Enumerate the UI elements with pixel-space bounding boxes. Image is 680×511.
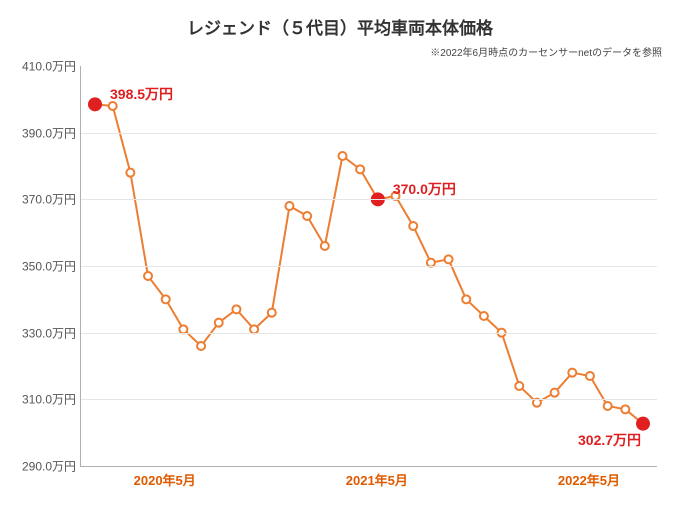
data-point xyxy=(215,319,223,327)
y-tick-label: 370.0万円 xyxy=(22,191,76,208)
x-tick-label: 2020年5月 xyxy=(134,470,196,489)
y-tick-label: 410.0万円 xyxy=(22,58,76,75)
chart-title: レジェンド（５代目）平均車両本体価格 xyxy=(0,14,680,39)
y-tick-label: 390.0万円 xyxy=(22,124,76,141)
data-point xyxy=(604,402,612,410)
data-point xyxy=(621,405,629,413)
data-point xyxy=(409,222,417,230)
data-point xyxy=(356,165,364,173)
data-point xyxy=(197,342,205,350)
highlight-label: 302.7万円 xyxy=(578,430,641,450)
x-tick-label: 2022年5月 xyxy=(558,470,620,489)
data-point xyxy=(445,255,453,263)
highlight-label: 398.5万円 xyxy=(110,84,173,104)
data-point xyxy=(232,305,240,313)
price-line xyxy=(95,104,643,423)
data-point xyxy=(285,202,293,210)
chart-container: レジェンド（５代目）平均車両本体価格 ※2022年6月時点のカーセンサーnetの… xyxy=(0,0,680,511)
data-point xyxy=(126,169,134,177)
data-point xyxy=(480,312,488,320)
data-point xyxy=(303,212,311,220)
highlight-point xyxy=(636,417,650,431)
gridline xyxy=(81,399,657,400)
data-point xyxy=(321,242,329,250)
gridline xyxy=(81,333,657,334)
data-point xyxy=(338,152,346,160)
y-tick-label: 310.0万円 xyxy=(22,391,76,408)
data-point xyxy=(515,382,523,390)
data-point xyxy=(568,369,576,377)
gridline xyxy=(81,133,657,134)
data-point xyxy=(144,272,152,280)
data-point xyxy=(268,309,276,317)
x-tick-label: 2021年5月 xyxy=(346,470,408,489)
data-point xyxy=(586,372,594,380)
highlight-label: 370.0万円 xyxy=(393,179,456,199)
plot-area xyxy=(80,66,657,467)
y-tick-label: 330.0万円 xyxy=(22,324,76,341)
data-point xyxy=(162,295,170,303)
gridline xyxy=(81,199,657,200)
highlight-point xyxy=(88,97,102,111)
gridline xyxy=(81,266,657,267)
chart-note: ※2022年6月時点のカーセンサーnetのデータを参照 xyxy=(430,44,662,59)
data-point xyxy=(551,389,559,397)
y-tick-label: 290.0万円 xyxy=(22,458,76,475)
data-point xyxy=(462,295,470,303)
y-tick-label: 350.0万円 xyxy=(22,258,76,275)
